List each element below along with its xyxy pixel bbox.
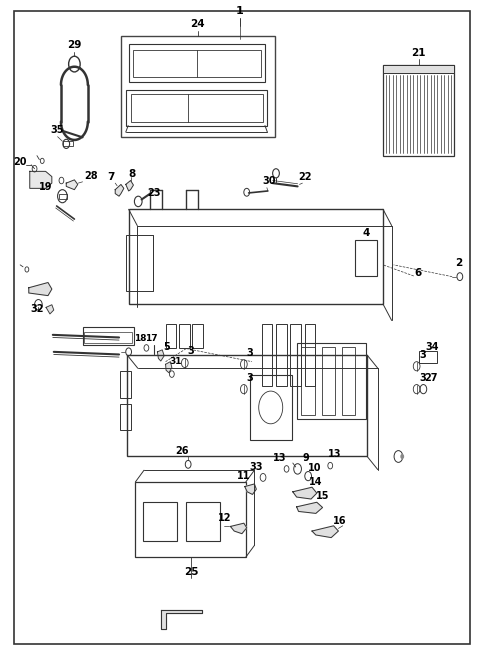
Text: 25: 25	[184, 567, 198, 577]
Bar	[383, 65, 454, 156]
Text: 10: 10	[308, 464, 322, 473]
Bar	[121, 36, 275, 137]
Text: 11: 11	[237, 472, 251, 481]
Text: 21: 21	[411, 48, 426, 58]
Text: 3: 3	[419, 350, 426, 360]
Text: 23: 23	[147, 188, 160, 198]
Bar	[129, 209, 383, 304]
Text: 19: 19	[39, 182, 53, 192]
Polygon shape	[29, 283, 52, 296]
Bar	[126, 235, 153, 291]
Bar	[290, 324, 301, 386]
Polygon shape	[115, 184, 124, 196]
Text: 13: 13	[328, 449, 342, 459]
Text: 6: 6	[414, 268, 421, 278]
Polygon shape	[157, 350, 164, 361]
Text: 34: 34	[425, 342, 439, 352]
Text: 16: 16	[333, 516, 347, 526]
Text: 33: 33	[250, 462, 263, 472]
Bar	[192, 324, 203, 348]
Text: 27: 27	[424, 373, 438, 383]
Bar	[355, 239, 377, 276]
Bar	[322, 347, 335, 415]
Polygon shape	[245, 484, 256, 494]
Bar	[126, 90, 267, 126]
Polygon shape	[230, 523, 247, 534]
Polygon shape	[126, 181, 133, 191]
Text: 31: 31	[169, 357, 181, 366]
Text: 5: 5	[164, 342, 170, 352]
Text: 3: 3	[419, 373, 426, 383]
Bar	[301, 347, 315, 415]
Bar	[419, 351, 437, 363]
Text: 29: 29	[67, 40, 82, 50]
Bar	[131, 94, 263, 122]
Bar	[297, 343, 366, 419]
Text: 1: 1	[236, 7, 244, 16]
Bar	[84, 332, 132, 343]
Text: 28: 28	[84, 171, 97, 181]
Bar	[276, 324, 287, 386]
Polygon shape	[293, 487, 317, 499]
Text: 24: 24	[191, 20, 205, 29]
Bar	[262, 324, 272, 386]
Text: 30: 30	[262, 177, 276, 186]
Text: 3: 3	[246, 348, 253, 358]
Bar	[143, 502, 177, 541]
Bar	[305, 324, 315, 386]
Bar	[120, 404, 131, 430]
Bar	[135, 482, 246, 557]
Bar	[342, 347, 355, 415]
Text: 12: 12	[218, 513, 231, 523]
Circle shape	[400, 454, 404, 459]
Bar	[133, 50, 261, 77]
Bar	[120, 371, 131, 398]
Text: 14: 14	[309, 477, 323, 487]
Bar	[59, 194, 67, 199]
Polygon shape	[46, 305, 54, 314]
Text: 9: 9	[303, 453, 310, 463]
Text: 22: 22	[298, 172, 312, 182]
Text: 17: 17	[145, 334, 157, 343]
Text: 3: 3	[246, 373, 253, 383]
Text: 15: 15	[316, 491, 329, 501]
Text: 18: 18	[134, 334, 146, 343]
Text: 8: 8	[128, 169, 136, 179]
Bar	[129, 44, 265, 82]
Text: 3: 3	[187, 347, 194, 356]
Polygon shape	[30, 171, 52, 188]
Polygon shape	[66, 180, 78, 190]
Text: 4: 4	[362, 228, 370, 237]
Bar	[63, 141, 73, 146]
Text: 35: 35	[51, 126, 64, 135]
Bar	[250, 375, 292, 440]
Bar	[83, 327, 134, 345]
Text: 20: 20	[13, 157, 26, 167]
Polygon shape	[166, 362, 172, 373]
Text: 13: 13	[273, 453, 286, 463]
Polygon shape	[312, 526, 338, 538]
Text: 26: 26	[176, 447, 189, 456]
Bar	[127, 355, 367, 456]
Bar	[179, 324, 190, 348]
Text: 2: 2	[455, 258, 462, 268]
Polygon shape	[297, 502, 323, 513]
Bar	[166, 324, 176, 348]
Text: 7: 7	[107, 172, 114, 182]
Polygon shape	[161, 610, 202, 629]
Bar	[186, 502, 220, 541]
Text: 32: 32	[31, 304, 44, 314]
Bar	[383, 65, 454, 73]
